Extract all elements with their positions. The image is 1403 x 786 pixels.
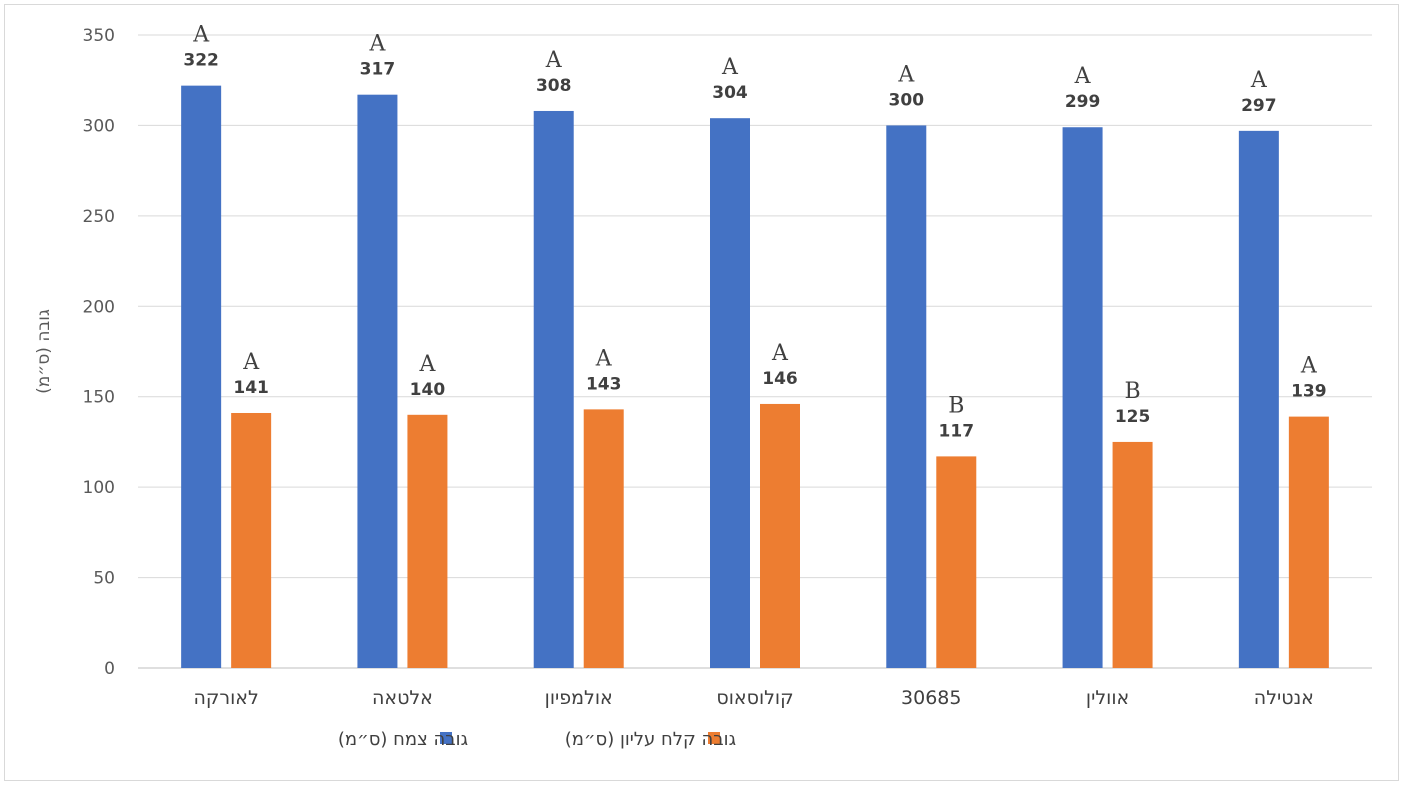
y-tick-label: 350 [83, 26, 115, 46]
bar-series-2 [407, 414, 448, 668]
significance-letter: A [897, 62, 915, 87]
legend-entry-label: גובה צמח (ס״מ) [338, 729, 468, 750]
significance-letter: A [595, 346, 613, 371]
bar-value-label: 125 [1115, 407, 1151, 427]
significance-letter: B [1124, 379, 1140, 404]
legend-entry-label: גובה קלח עליון (ס״מ) [565, 729, 736, 750]
bar-series-1 [1062, 127, 1103, 669]
significance-letter: A [545, 48, 563, 73]
x-category-label: קולוסאוס [716, 687, 793, 709]
legend-swatch [708, 732, 720, 744]
bar-value-label: 322 [183, 51, 219, 71]
bar-value-label: 146 [762, 369, 798, 389]
bar-series-1 [181, 85, 222, 668]
bar-series-2 [231, 412, 272, 668]
significance-letter: A [1074, 64, 1092, 89]
y-tick-label: 300 [83, 116, 115, 136]
bar-value-label: 140 [410, 380, 446, 400]
y-tick-label: 150 [83, 388, 115, 408]
legend-swatch [440, 732, 452, 744]
y-tick-label: 50 [93, 569, 115, 589]
y-tick-label: 100 [83, 478, 115, 498]
x-category-label: לאורקה [193, 687, 258, 709]
legend: גובה צמח (ס״מ) גובה קלח עליון (ס״מ) [338, 729, 736, 750]
y-tick-label: 250 [83, 207, 115, 227]
bar-series-2 [760, 403, 800, 668]
x-category-label: 30685 [901, 687, 961, 709]
bar-value-label: 300 [889, 90, 925, 110]
chart-frame: 0 50 100 150 200 250 300 350 322 A 141 A 317 A 140 A 30… [4, 4, 1399, 781]
bar-series-2 [1112, 441, 1153, 668]
x-category-label: אנטילה [1254, 687, 1314, 709]
bar-value-label: 299 [1065, 92, 1101, 112]
bar-series-1 [886, 125, 927, 668]
bar-value-label: 297 [1241, 96, 1277, 116]
significance-letter: A [242, 350, 260, 375]
bar-value-label: 117 [939, 421, 975, 441]
bar-series-2 [583, 409, 624, 668]
gridlines [138, 34, 1372, 669]
bar-value-label: 308 [536, 76, 572, 96]
significance-letter: B [948, 393, 964, 418]
data-labels: 322 A 141 A 317 A 140 A 308 A 143 A 304 A 146 A 300 A 117 B… [183, 23, 1326, 442]
significance-letter: A [1300, 354, 1318, 379]
significance-letter: A [771, 341, 789, 366]
significance-letter: A [368, 32, 386, 57]
significance-letter: A [721, 55, 739, 80]
significance-letter: A [418, 352, 436, 377]
bar-series-2 [936, 456, 977, 668]
bars [181, 85, 1329, 669]
bar-series-1 [710, 118, 750, 669]
bar-chart: 0 50 100 150 200 250 300 350 322 A 141 A 317 A 140 A 30… [34, 23, 1372, 750]
bar-series-1 [533, 110, 574, 668]
y-axis-title: גובה (ס״מ) [34, 309, 54, 394]
bar-value-label: 139 [1291, 382, 1327, 402]
bar-value-label: 317 [360, 60, 396, 80]
bar-series-1 [357, 94, 398, 668]
bar-series-1 [1238, 130, 1279, 669]
x-category-label: אלטאה [372, 687, 433, 709]
bar-series-2 [1288, 416, 1329, 668]
significance-letter: A [1250, 68, 1268, 93]
y-tick-label: 0 [104, 659, 115, 679]
y-axis-ticks: 0 50 100 150 200 250 300 350 [83, 26, 115, 679]
bar-value-label: 304 [712, 83, 748, 103]
y-tick-label: 200 [83, 297, 115, 317]
x-category-label: אולמפיון [545, 687, 613, 709]
x-axis-categories: לאורקה אלטאה אולמפיון קולוסאוס 30685 אוולין אנ… [193, 687, 1313, 709]
bar-value-label: 143 [586, 374, 622, 394]
bar-value-label: 141 [233, 378, 269, 398]
significance-letter: A [192, 23, 210, 48]
x-category-label: אוולין [1086, 687, 1129, 709]
